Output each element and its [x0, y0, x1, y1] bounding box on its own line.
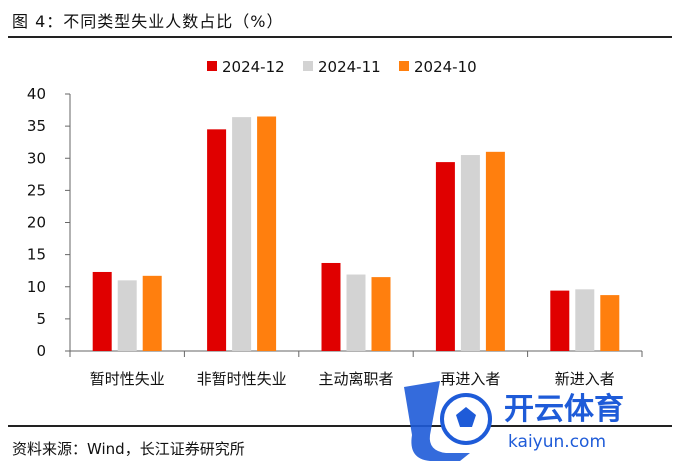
legend-swatch: [303, 61, 313, 71]
y-tick-label: 15: [27, 246, 46, 264]
x-tick-label: 非暂时性失业: [197, 370, 287, 388]
y-tick-label: 30: [27, 149, 46, 167]
bar: [142, 275, 162, 351]
x-tick-label: 再进入者: [440, 370, 500, 388]
y-axis: 0 5 10 15 20 25 30 35 40: [27, 85, 71, 360]
bar: [371, 277, 391, 351]
figure-title: 图 4：不同类型失业人数占比（%）: [12, 12, 284, 31]
watermark-logo: 开云体育 kaiyun.com: [404, 381, 624, 461]
y-tick-label: 35: [27, 117, 46, 135]
bar: [232, 117, 252, 351]
x-axis: 暂时性失业 非暂时性失业 主动离职者 再进入者 新进入者: [69, 350, 643, 388]
bar: [600, 295, 620, 351]
bar: [207, 129, 227, 351]
y-tick-label: 5: [36, 310, 46, 328]
legend-label: 2024-11: [318, 58, 381, 76]
bar: [92, 271, 112, 351]
legend-swatch: [207, 61, 217, 71]
bar-series: [92, 116, 620, 351]
legend-label: 2024-10: [414, 58, 477, 76]
bar: [346, 274, 366, 351]
y-tick-label: 40: [27, 85, 46, 103]
legend-swatch: [399, 61, 409, 71]
y-tick-label: 20: [27, 214, 46, 232]
bar: [435, 162, 455, 351]
y-tick-label: 25: [27, 181, 46, 199]
x-tick-label: 新进入者: [555, 370, 615, 388]
title-divider: [8, 36, 672, 38]
x-tick-label: 暂时性失业: [90, 370, 165, 388]
bar: [321, 262, 341, 351]
bar: [257, 116, 277, 351]
source-divider: [8, 425, 672, 427]
watermark-text-cn: 开云体育: [504, 392, 624, 427]
bar: [460, 155, 480, 351]
chart-legend: 2024-12 2024-11 2024-10: [207, 58, 477, 76]
x-tick-label: 主动离职者: [318, 370, 393, 388]
y-tick-label: 10: [27, 278, 46, 296]
bar: [485, 151, 505, 351]
bar: [575, 289, 595, 351]
legend-label: 2024-12: [222, 58, 285, 76]
source-note: 资料来源：Wind，长江证券研究所: [12, 440, 245, 458]
y-tick-label: 0: [36, 342, 46, 360]
bar: [550, 290, 570, 351]
watermark-text-en: kaiyun.com: [508, 432, 606, 452]
bar: [117, 280, 137, 351]
